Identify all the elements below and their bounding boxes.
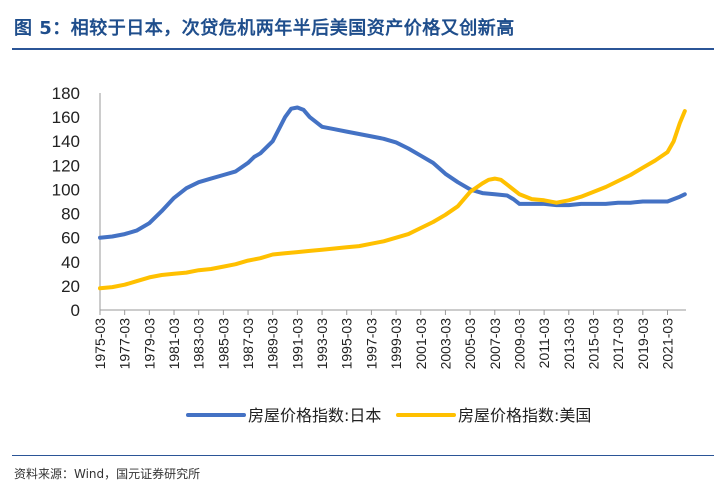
legend-item-us-label: 房屋价格指数:美国 xyxy=(458,406,591,425)
x-tick-label: 1979-03 xyxy=(141,318,157,370)
y-tick-label: 60 xyxy=(61,229,80,248)
x-tick-label: 1993-03 xyxy=(314,318,330,370)
y-tick-label: 140 xyxy=(52,132,80,151)
y-tick-label: 20 xyxy=(61,277,80,296)
x-tick-label: 1999-03 xyxy=(388,318,404,370)
x-tick-label: 1983-03 xyxy=(191,318,207,370)
y-tick-label: 180 xyxy=(52,84,80,103)
title-divider xyxy=(12,48,714,50)
x-tick-label: 2011-03 xyxy=(536,318,552,369)
figure-title: 图 5：相较于日本，次贷危机两年半后美国资产价格又创新高 xyxy=(14,18,515,39)
x-tick-label: 2007-03 xyxy=(487,318,503,370)
x-tick-label: 2005-03 xyxy=(462,318,478,370)
x-tick-label: 1975-03 xyxy=(92,318,108,370)
y-tick-label: 160 xyxy=(52,108,80,127)
x-tick-label: 1985-03 xyxy=(215,318,231,370)
x-tick-label: 2003-03 xyxy=(437,318,453,370)
x-tick-label: 2019-03 xyxy=(635,318,651,370)
x-tick-label: 1991-03 xyxy=(289,318,305,370)
x-tick-label: 1987-03 xyxy=(240,318,256,370)
footer-divider xyxy=(12,455,714,456)
legend-item-japan-label: 房屋价格指数:日本 xyxy=(248,406,381,425)
x-tick-label: 1989-03 xyxy=(265,318,281,370)
x-tick-label: 2013-03 xyxy=(561,318,577,370)
y-tick-label: 120 xyxy=(52,156,80,175)
y-tick-label: 100 xyxy=(52,180,80,199)
x-tick-label: 1995-03 xyxy=(339,318,355,370)
series-line-us xyxy=(98,109,687,291)
y-tick-label: 40 xyxy=(61,253,80,272)
x-tick-label: 1981-03 xyxy=(166,318,182,370)
series-line-japan xyxy=(98,105,687,240)
x-tick-label: 1977-03 xyxy=(117,318,133,370)
x-tick-label: 2001-03 xyxy=(413,318,429,370)
x-tick-label: 2009-03 xyxy=(511,318,527,370)
x-tick-label: 2021-03 xyxy=(659,318,675,370)
source-note: 资料来源：Wind，国元证券研究所 xyxy=(14,467,201,481)
y-tick-label: 0 xyxy=(71,301,80,320)
y-tick-label: 80 xyxy=(61,205,80,224)
x-tick-label: 2015-03 xyxy=(585,318,601,370)
x-tick-label: 1997-03 xyxy=(363,318,379,370)
x-tick-label: 2017-03 xyxy=(610,318,626,370)
